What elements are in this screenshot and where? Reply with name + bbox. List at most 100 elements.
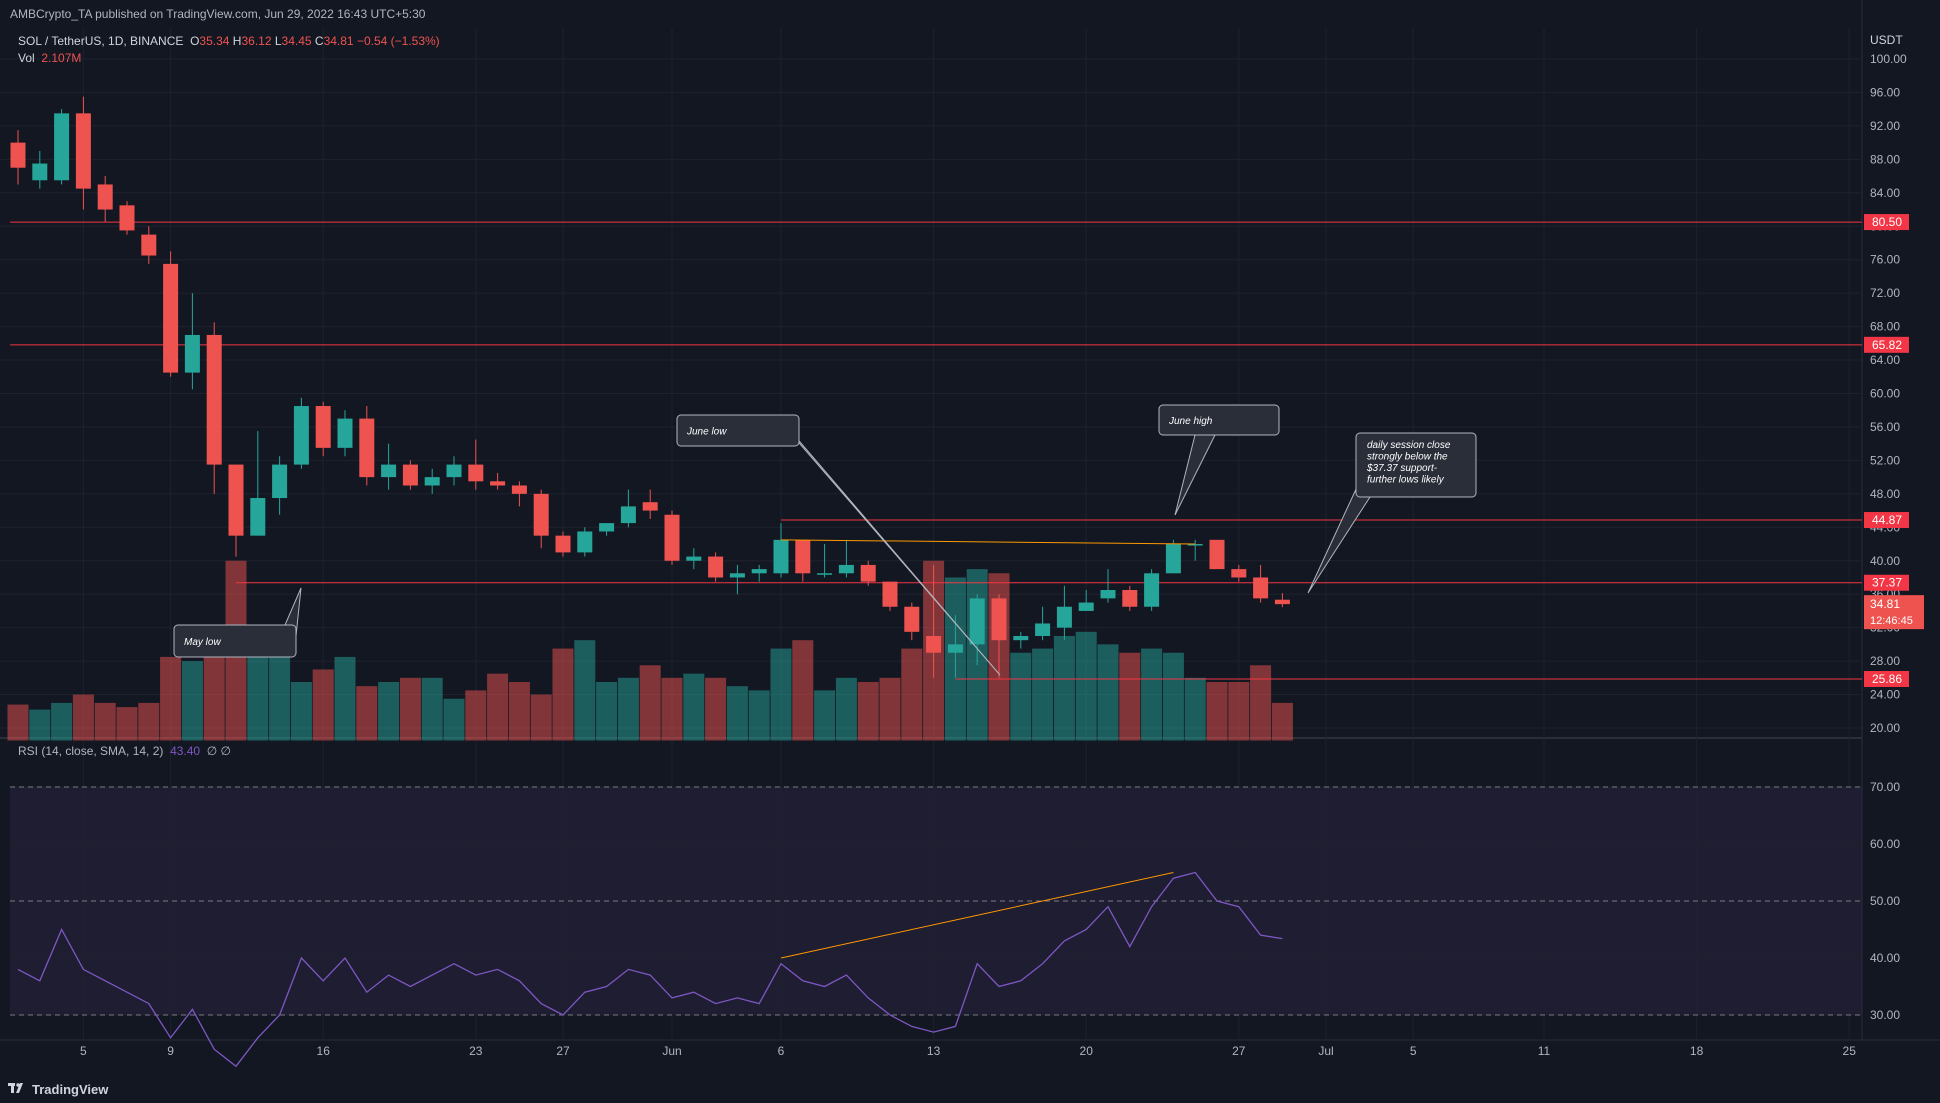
candle-body bbox=[1274, 599, 1290, 605]
candle-body bbox=[533, 493, 549, 536]
volume-bar bbox=[7, 704, 29, 741]
date-axis-label: 11 bbox=[1538, 1044, 1551, 1058]
annotation-box bbox=[173, 624, 297, 658]
level-price-label: 37.37 bbox=[1872, 576, 1902, 590]
candle-body bbox=[381, 464, 397, 478]
date-axis-label: 23 bbox=[469, 1044, 483, 1058]
candle-body bbox=[272, 464, 288, 499]
brand-name: TradingView bbox=[32, 1082, 109, 1097]
volume-bar bbox=[247, 631, 269, 741]
candle-body bbox=[228, 464, 244, 536]
candle-body bbox=[315, 406, 331, 448]
volume-bar bbox=[51, 702, 73, 741]
volume-legend[interactable]: Vol 2.107M bbox=[18, 51, 81, 65]
candle-body bbox=[751, 569, 767, 574]
price-axis-label: 56.00 bbox=[1870, 420, 1900, 434]
volume-bar bbox=[1119, 652, 1141, 741]
candle-body bbox=[1165, 544, 1181, 574]
volume-bar bbox=[901, 648, 923, 741]
volume-bar bbox=[1184, 677, 1206, 741]
candle-body bbox=[1144, 573, 1160, 607]
volume-bar bbox=[1032, 648, 1054, 741]
candle-body bbox=[686, 556, 702, 561]
candle-body bbox=[1056, 606, 1072, 628]
candle-body bbox=[926, 636, 942, 653]
date-axis-label: 5 bbox=[80, 1044, 87, 1058]
current-price-tag bbox=[1864, 595, 1924, 630]
candle-body bbox=[359, 418, 375, 478]
volume-bar bbox=[1162, 652, 1184, 741]
date-axis-label: 5 bbox=[1410, 1044, 1417, 1058]
price-axis-label: 68.00 bbox=[1870, 320, 1900, 334]
annotation-text: May low bbox=[184, 637, 221, 648]
volume-bar bbox=[792, 640, 814, 741]
volume-bar bbox=[1271, 702, 1293, 741]
level-price-tag bbox=[1864, 574, 1909, 591]
volume-bar bbox=[465, 690, 487, 741]
price-axis-label: 92.00 bbox=[1870, 119, 1900, 133]
candle-body bbox=[577, 531, 593, 553]
price-axis-label: 84.00 bbox=[1870, 186, 1900, 200]
volume-bar bbox=[29, 709, 51, 741]
symbol-name: SOL / TetherUS, 1D, BINANCE bbox=[18, 34, 184, 48]
date-axis-label: 18 bbox=[1690, 1044, 1704, 1058]
candle-body bbox=[773, 539, 789, 574]
volume-bar bbox=[443, 698, 465, 741]
volume-value: 2.107M bbox=[41, 51, 82, 65]
candle-body bbox=[991, 598, 1007, 641]
volume-bar bbox=[1010, 652, 1032, 741]
candle-body bbox=[1078, 602, 1094, 611]
candle-body bbox=[642, 502, 658, 511]
candle-body bbox=[468, 464, 484, 482]
annotation-text: June high bbox=[1168, 416, 1213, 427]
tradingview-logo[interactable]: TradingView bbox=[8, 1082, 108, 1097]
rsi-label: RSI (14, close, SMA, 14, 2) bbox=[18, 744, 164, 758]
symbol-legend[interactable]: SOL / TetherUS, 1D, BINANCE O35.34 H36.1… bbox=[18, 34, 440, 48]
level-price-label: 80.50 bbox=[1872, 215, 1902, 229]
candle-body bbox=[969, 598, 985, 645]
volume-bar bbox=[138, 702, 160, 741]
candle-body bbox=[860, 564, 876, 582]
price-axis-label: 76.00 bbox=[1870, 253, 1900, 267]
rsi-legend[interactable]: RSI (14, close, SMA, 14, 2) 43.40 ∅ ∅ bbox=[18, 744, 231, 758]
trendline bbox=[780, 872, 1174, 959]
low-label: L bbox=[274, 34, 282, 48]
candle-body bbox=[1035, 623, 1051, 637]
candle-body bbox=[708, 556, 724, 578]
candle-body bbox=[1122, 590, 1138, 607]
volume-bar bbox=[552, 648, 574, 741]
volume-bar bbox=[1206, 682, 1228, 741]
price-axis-label: 24.00 bbox=[1870, 688, 1900, 702]
high-value: 36.12 bbox=[241, 34, 272, 48]
high-label: H bbox=[232, 34, 242, 48]
date-axis-label: 27 bbox=[1232, 1044, 1246, 1058]
annotation-text: further lows likely bbox=[1367, 475, 1445, 486]
candle-body bbox=[119, 205, 135, 231]
volume-bar bbox=[487, 673, 509, 741]
volume-bar bbox=[116, 707, 138, 741]
current-price-label: 34.81 bbox=[1870, 597, 1900, 611]
volume-bar bbox=[726, 686, 748, 741]
candle-body bbox=[490, 481, 506, 486]
open-value: 35.34 bbox=[199, 34, 230, 48]
price-axis-label: 40.00 bbox=[1870, 554, 1900, 568]
annotation-text: June low bbox=[686, 427, 727, 438]
price-axis-label: 100.00 bbox=[1870, 52, 1907, 66]
rsi-value: 43.40 bbox=[170, 744, 201, 758]
date-axis-label: Jun bbox=[662, 1044, 681, 1058]
candle-body bbox=[1187, 544, 1203, 546]
volume-bar bbox=[574, 640, 596, 741]
candle-body bbox=[250, 498, 266, 536]
candle-body bbox=[337, 418, 353, 448]
rsi-axis-label: 40.00 bbox=[1870, 951, 1900, 965]
candle-body bbox=[32, 163, 48, 181]
change-value: −0.54 (−1.53%) bbox=[356, 34, 440, 48]
candle-body bbox=[511, 485, 527, 494]
volume-bar bbox=[683, 673, 705, 741]
volume-bar bbox=[181, 661, 203, 741]
candle-body bbox=[1253, 577, 1269, 599]
volume-bar bbox=[857, 682, 879, 741]
rsi-axis-label: 60.00 bbox=[1870, 837, 1900, 851]
candle-body bbox=[141, 234, 157, 256]
